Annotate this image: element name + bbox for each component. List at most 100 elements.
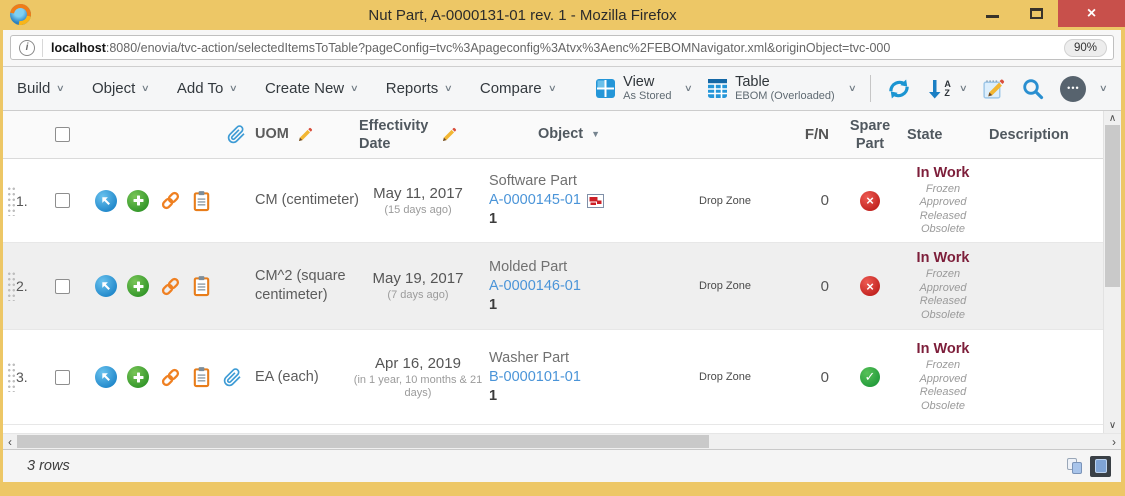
current-state: In Work — [916, 250, 970, 266]
uom-cell: CM^2 (square centimeter) — [255, 268, 346, 303]
more-options-button[interactable]: ••• ∨ — [1060, 75, 1109, 102]
object-name-link[interactable]: B-0000101-01 — [489, 368, 581, 385]
navigate-button[interactable] — [95, 330, 119, 424]
clipboard-button[interactable] — [191, 330, 215, 424]
object-type: Washer Part — [489, 349, 570, 366]
more-dots-icon: ••• — [1060, 75, 1087, 102]
sort-letter-z: Z — [944, 87, 950, 98]
firefox-logo-icon — [10, 4, 31, 25]
horizontal-scrollbar[interactable]: ‹ › — [3, 433, 1121, 449]
view-selector[interactable]: View As Stored ∨ — [595, 74, 693, 103]
add-button[interactable] — [127, 243, 151, 329]
menu-add-to[interactable]: Add To ∨ — [163, 67, 251, 110]
attachment-button[interactable] — [223, 330, 247, 424]
connect-button[interactable] — [159, 243, 183, 329]
table-label: Table — [735, 73, 770, 90]
add-button[interactable] — [127, 330, 151, 424]
sort-button[interactable]: A Z ∨ — [927, 78, 968, 100]
horizontal-scroll-thumb[interactable] — [17, 435, 709, 448]
menu-create-new[interactable]: Create New ∨ — [251, 67, 372, 110]
table-selector[interactable]: Table EBOM (Overloaded) ∨ — [707, 73, 856, 103]
vertical-scrollbar[interactable]: ∧ ∨ — [1103, 111, 1121, 433]
state-item: Approved — [919, 196, 967, 208]
view-grid-icon — [595, 78, 616, 99]
edit-column-pencil-icon[interactable] — [441, 127, 457, 143]
drag-dots-icon — [7, 271, 16, 301]
menu-build[interactable]: Build ∨ — [3, 67, 78, 110]
search-icon — [1023, 78, 1044, 99]
navigate-icon — [95, 275, 117, 297]
scroll-up-icon[interactable]: ∧ — [1104, 111, 1121, 126]
select-all-checkbox[interactable] — [55, 111, 73, 158]
spare-part-cell: × — [841, 159, 899, 242]
info-icon[interactable]: i — [19, 39, 35, 56]
minimize-button[interactable] — [970, 0, 1014, 27]
checkbox-icon — [55, 278, 70, 294]
row-checkbox[interactable] — [55, 330, 73, 424]
close-button[interactable]: × — [1058, 0, 1125, 27]
row-drag-handle[interactable] — [7, 159, 17, 242]
current-state: In Work — [916, 341, 970, 357]
zoom-level-badge[interactable]: 90% — [1063, 38, 1107, 57]
object-revision: 1 — [489, 296, 498, 313]
edit-column-pencil-icon[interactable] — [297, 127, 313, 143]
url-bar[interactable]: i localhost:8080/enovia/tvc-action/selec… — [10, 35, 1114, 60]
toolbar-right-cluster: View As Stored ∨ Table EBOM (Overloaded)… — [595, 67, 1121, 110]
restore-view-toggle[interactable] — [1067, 457, 1084, 475]
state-item: Released — [919, 209, 967, 222]
row-drag-handle[interactable] — [7, 243, 17, 329]
date-value: May 11, 2017 — [373, 184, 463, 202]
search-button[interactable] — [1021, 77, 1045, 101]
effectivity-date-cell: May 19, 2017 (7 days ago) — [353, 243, 483, 329]
row-drag-handle[interactable] — [7, 330, 17, 424]
drop-zone[interactable]: Drop Zone — [699, 371, 751, 383]
drop-zone[interactable]: Drop Zone — [699, 194, 751, 207]
object-header-label: Object — [537, 126, 584, 142]
paperclip-icon — [223, 367, 241, 386]
row-checkbox[interactable] — [55, 159, 73, 242]
row-checkbox[interactable] — [55, 243, 73, 329]
navigate-button[interactable] — [95, 159, 119, 242]
state-item: Released — [919, 295, 967, 307]
pages-front-icon — [1072, 461, 1082, 474]
clipboard-button[interactable] — [191, 159, 215, 242]
url-text[interactable]: localhost:8080/enovia/tvc-action/selecte… — [51, 41, 1056, 55]
drag-dots-icon — [7, 185, 16, 216]
object-name-link[interactable]: A-0000146-01 — [489, 277, 581, 294]
maximize-button[interactable] — [1014, 0, 1058, 27]
attachments-column-header[interactable] — [227, 111, 253, 158]
description-cell — [989, 159, 1093, 242]
chevron-down-icon: ∨ — [1099, 83, 1109, 93]
row-number: 2. — [16, 278, 28, 294]
menu-label: Object — [91, 80, 136, 97]
vertical-scroll-thumb[interactable] — [1105, 125, 1120, 287]
date-relative: (in 1 year, 10 months & 21 days) — [353, 373, 483, 399]
scroll-down-icon[interactable]: ∨ — [1104, 418, 1121, 433]
refresh-button[interactable] — [886, 76, 912, 102]
connect-button[interactable] — [159, 330, 183, 424]
uom-column-header: UOM — [255, 126, 289, 142]
scroll-right-icon[interactable]: › — [1112, 434, 1116, 449]
fn-cell: 0 — [820, 277, 829, 295]
edit-button[interactable] — [981, 76, 1006, 101]
menu-reports[interactable]: Reports ∨ — [372, 67, 466, 110]
add-button[interactable] — [127, 159, 151, 242]
object-cell: Software Part A-0000145-01 1 — [489, 159, 649, 242]
scroll-left-icon[interactable]: ‹ — [8, 434, 12, 449]
object-column-header[interactable]: Object ▼ — [489, 111, 649, 158]
drop-zone[interactable]: Drop Zone — [699, 280, 751, 292]
menu-label: Reports — [385, 80, 439, 97]
object-name-link[interactable]: A-0000145-01 — [489, 192, 581, 208]
menu-object[interactable]: Object ∨ — [78, 67, 163, 110]
connect-button[interactable] — [159, 159, 183, 242]
state-item: Frozen — [925, 268, 961, 280]
maximize-icon — [1029, 8, 1043, 19]
clipboard-icon — [193, 190, 210, 211]
menu-compare[interactable]: Compare ∨ — [466, 67, 569, 110]
maximize-view-toggle[interactable] — [1090, 455, 1111, 477]
clipboard-button[interactable] — [191, 243, 215, 329]
paperclip-icon — [227, 125, 245, 144]
add-plus-icon — [127, 366, 149, 388]
navigate-button[interactable] — [95, 243, 119, 329]
date-relative: (15 days ago) — [384, 203, 452, 216]
